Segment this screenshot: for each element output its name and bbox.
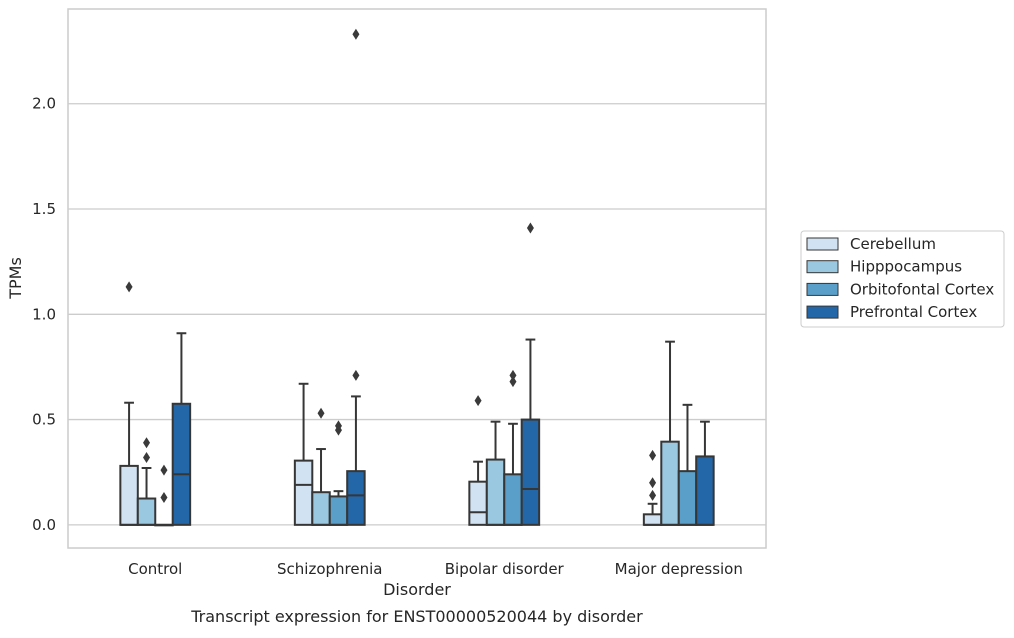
box-group <box>503 369 523 526</box>
x-axis-label: Disorder <box>383 580 451 599</box>
y-tick-label: 0.0 <box>32 516 56 534</box>
outlier-point <box>334 420 342 432</box>
y-tick-label: 1.5 <box>32 200 56 218</box>
box-group <box>171 332 192 526</box>
box-group <box>293 382 314 526</box>
box-group <box>520 222 541 526</box>
outlier-point <box>352 369 360 381</box>
outlier-point <box>649 477 657 489</box>
box <box>311 491 331 526</box>
chart-caption: Transcript expression for ENST0000052004… <box>190 607 643 626</box>
box-group <box>119 281 139 526</box>
y-tick-label: 1.0 <box>32 305 56 323</box>
x-tick-label: Bipolar disorder <box>445 560 565 578</box>
outlier-point <box>160 491 168 503</box>
box <box>660 440 680 526</box>
outlier-point <box>526 222 534 234</box>
box-group <box>468 395 488 526</box>
box-group <box>346 28 366 526</box>
box-marks <box>119 28 715 527</box>
box-group <box>660 340 680 526</box>
legend-label: Cerebellum <box>850 235 936 253</box>
box <box>642 513 663 526</box>
outlier-point <box>474 395 482 407</box>
box-group <box>328 420 349 526</box>
outlier-point <box>125 281 133 293</box>
outlier-point <box>143 451 151 463</box>
y-axis-ticks: 0.0 0.5 1.0 1.5 2.0 <box>32 95 56 534</box>
x-tick-label: Schizophrenia <box>277 560 382 578</box>
box <box>677 470 698 526</box>
x-tick-label: Major depression <box>615 560 743 578</box>
y-tick-label: 0.5 <box>32 411 56 429</box>
legend-label: Orbitofontal Cortex <box>850 280 994 298</box>
box-group <box>642 449 663 526</box>
legend-frame <box>800 230 1005 328</box>
legend-label: Hipppocampus <box>850 258 962 276</box>
outlier-point <box>143 437 151 449</box>
legend-swatch <box>806 260 839 274</box>
box-group <box>136 437 157 526</box>
outlier-point <box>509 369 517 381</box>
box <box>328 495 349 526</box>
box <box>346 470 366 526</box>
outlier-point <box>352 28 360 40</box>
box-group <box>695 420 715 526</box>
box <box>520 418 541 526</box>
box <box>503 473 523 526</box>
box <box>468 480 488 526</box>
box <box>136 497 157 526</box>
outlier-point <box>317 407 325 419</box>
box <box>695 455 715 526</box>
box-group <box>311 407 331 526</box>
outlier-point <box>509 376 517 388</box>
y-axis-label: TPMs <box>6 257 25 300</box>
legend: Cerebellum Hipppocampus Orbitofontal Corte… <box>800 230 1005 328</box>
y-tick-label: 2.0 <box>32 95 56 113</box>
plot-frame <box>67 8 767 549</box>
box <box>485 458 506 526</box>
box-group <box>485 420 506 526</box>
legend-swatch <box>806 305 839 319</box>
box <box>119 464 139 526</box>
box <box>293 459 314 526</box>
box-group <box>154 464 174 527</box>
legend-swatch <box>806 282 839 296</box>
x-axis-ticks: Control Schizophrenia Bipolar disorder Majo… <box>128 560 743 578</box>
box-group <box>677 403 698 526</box>
box <box>171 402 192 526</box>
legend-label: Prefrontal Cortex <box>850 303 977 321</box>
outlier-point <box>649 449 657 461</box>
legend-swatch <box>806 237 839 251</box>
x-tick-label: Control <box>128 560 182 578</box>
outlier-point <box>649 489 657 501</box>
outlier-point <box>160 464 168 476</box>
